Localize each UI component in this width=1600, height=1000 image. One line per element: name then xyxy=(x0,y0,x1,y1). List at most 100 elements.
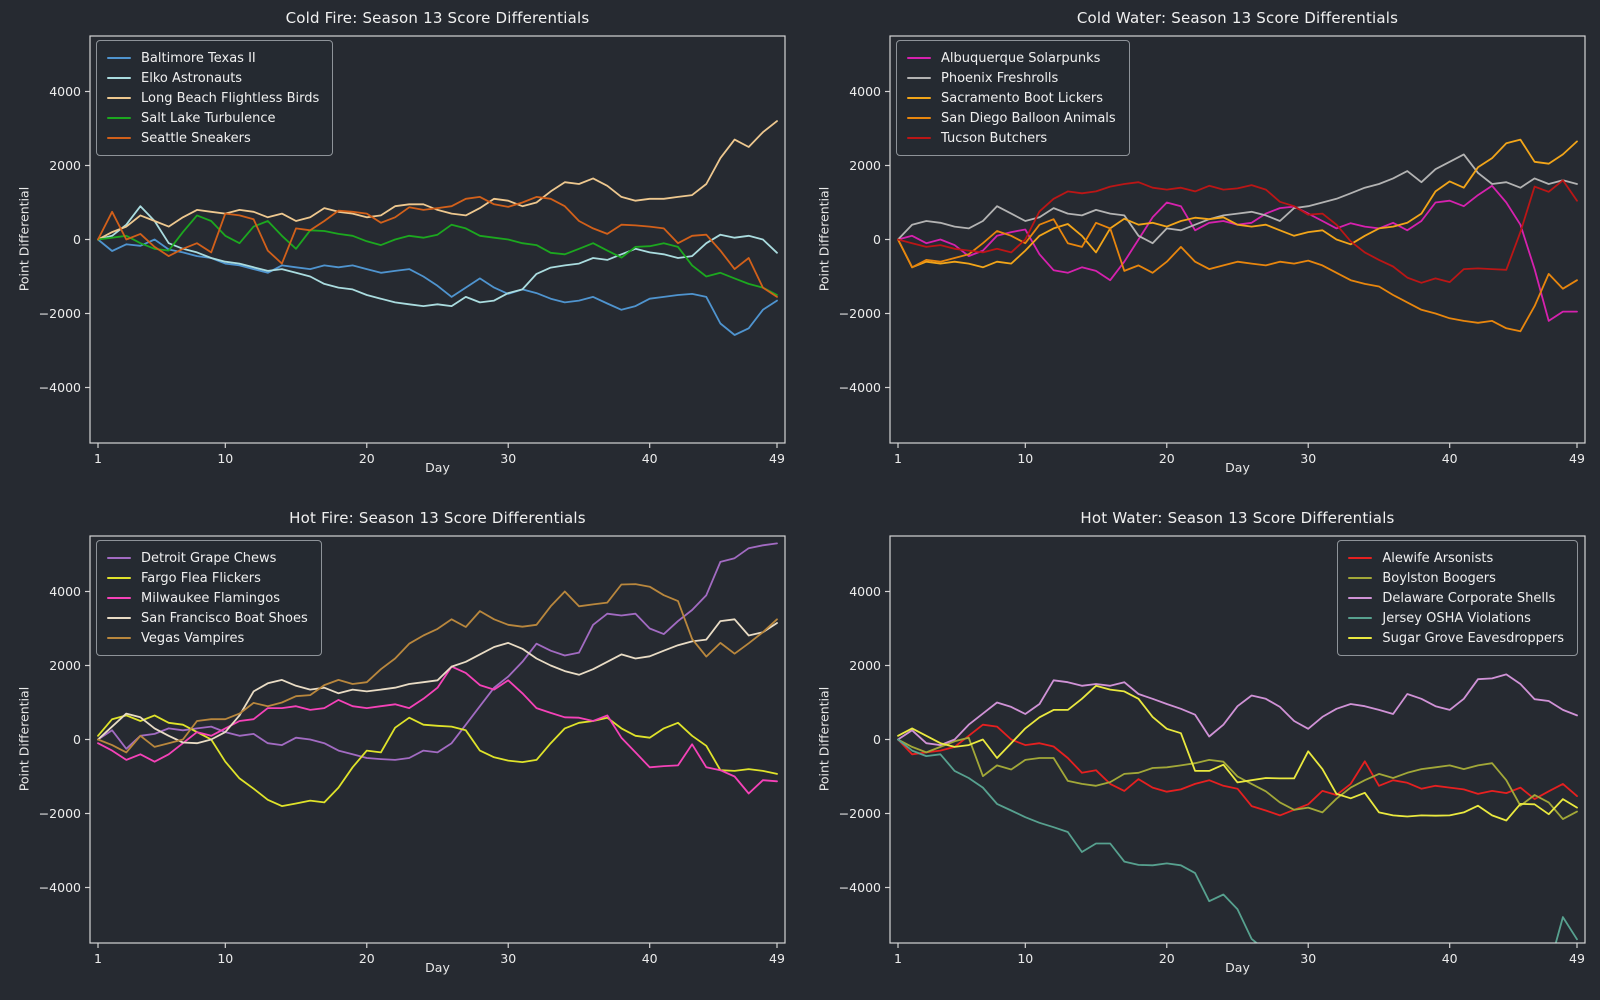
series-line xyxy=(97,542,778,761)
x-axis-label: Day xyxy=(425,960,450,975)
x-tick-label: 30 xyxy=(1300,451,1316,466)
legend-item: Alewife Arsonists xyxy=(1348,548,1564,568)
legend-item: Tucson Butchers xyxy=(907,128,1116,148)
legend-label: Sugar Grove Eavesdroppers xyxy=(1382,630,1564,646)
legend-swatch-line xyxy=(107,616,131,620)
chart-title: Cold Water: Season 13 Score Differential… xyxy=(1076,9,1399,27)
plot-area: 4000 2000 0 −2000 −4000 1 10 20 30 40 49 xyxy=(39,535,786,966)
series-line xyxy=(97,618,778,745)
legend-swatch-line xyxy=(107,56,131,60)
chart-title: Hot Fire: Season 13 Score Differentials xyxy=(289,509,586,527)
legend: Alewife Arsonists Boylston Boogers Delaw… xyxy=(1337,540,1578,656)
legend-swatch-line xyxy=(907,96,931,100)
x-axis-label: Day xyxy=(425,460,450,475)
legend-swatch-line xyxy=(107,596,131,600)
y-axis-label: Point Differential xyxy=(816,686,832,792)
series-line xyxy=(897,736,1578,821)
legend-item: Jersey OSHA Violations xyxy=(1348,608,1564,628)
legend-item: Salt Lake Turbulence xyxy=(107,108,319,128)
legend-swatch-line xyxy=(107,636,131,640)
legend-label: Delaware Corporate Shells xyxy=(1382,590,1556,606)
y-tick-label: 2000 xyxy=(49,158,81,173)
series-line xyxy=(97,583,778,754)
legend-label: Tucson Butchers xyxy=(941,130,1048,146)
series-line xyxy=(97,205,778,308)
x-tick-label: 40 xyxy=(642,451,658,466)
y-tick-label: −2000 xyxy=(39,806,81,821)
legend-item: Long Beach Flightless Birds xyxy=(107,88,319,108)
legend-swatch-line xyxy=(1348,616,1373,620)
legend-label: Seattle Sneakers xyxy=(141,130,251,146)
chart-title: Hot Water: Season 13 Score Differentials xyxy=(1080,509,1395,527)
y-axis-label: Point Differential xyxy=(16,686,32,792)
series-line xyxy=(897,138,1578,269)
legend-item: San Diego Balloon Animals xyxy=(907,108,1116,128)
legend-item: Fargo Flea Flickers xyxy=(107,568,308,588)
x-tick-label: 49 xyxy=(769,451,785,466)
legend-item: Seattle Sneakers xyxy=(107,128,319,148)
y-tick-label: 0 xyxy=(873,232,881,247)
legend-swatch-line xyxy=(107,116,131,120)
series-line xyxy=(897,738,1578,943)
x-tick-label: 10 xyxy=(217,451,233,466)
series-line xyxy=(897,684,1578,822)
legend-item: Baltimore Texas II xyxy=(107,48,319,68)
y-tick-label: 0 xyxy=(73,232,81,247)
y-tick-label: −4000 xyxy=(839,880,881,895)
legend-label: Vegas Vampires xyxy=(141,630,245,646)
legend-label: Elko Astronauts xyxy=(141,70,243,86)
series-line xyxy=(97,714,778,808)
legend: Baltimore Texas II Elko Astronauts Long … xyxy=(96,40,334,156)
legend-item: Delaware Corporate Shells xyxy=(1348,588,1564,608)
plot-border xyxy=(89,535,786,944)
x-tick-label: 1 xyxy=(894,451,902,466)
legend-item: Boylston Boogers xyxy=(1348,568,1564,588)
chart-title: Cold Fire: Season 13 Score Differentials xyxy=(285,9,590,27)
legend-label: Jersey OSHA Violations xyxy=(1382,610,1531,626)
x-tick-label: 40 xyxy=(642,951,658,966)
legend-label: Albuquerque Solarpunks xyxy=(941,50,1101,66)
legend-swatch-line xyxy=(1348,636,1373,640)
series-line xyxy=(897,184,1578,322)
legend-swatch-line xyxy=(107,576,131,580)
legend-swatch-line xyxy=(907,136,931,140)
x-tick-label: 10 xyxy=(1017,451,1033,466)
series-line xyxy=(897,723,1578,817)
legend-swatch-line xyxy=(107,556,131,560)
x-tick-label: 30 xyxy=(1300,951,1316,966)
x-tick-label: 10 xyxy=(1017,951,1033,966)
x-tick-label: 20 xyxy=(359,951,375,966)
x-tick-label: 1 xyxy=(94,951,102,966)
x-tick-label: 20 xyxy=(1159,951,1175,966)
legend-swatch-line xyxy=(907,116,931,120)
x-tick-label: 40 xyxy=(1442,951,1458,966)
y-tick-label: −2000 xyxy=(839,306,881,321)
legend-item: Vegas Vampires xyxy=(107,628,308,648)
y-tick-label: 0 xyxy=(73,732,81,747)
legend: Albuquerque Solarpunks Phoenix Freshroll… xyxy=(896,40,1130,156)
x-tick-label: 49 xyxy=(1569,951,1585,966)
legend-item: San Francisco Boat Shoes xyxy=(107,608,308,628)
legend-item: Albuquerque Solarpunks xyxy=(907,48,1116,68)
legend-swatch-line xyxy=(907,56,931,60)
series-line xyxy=(897,218,1578,333)
series-line xyxy=(97,665,778,795)
y-tick-label: 4000 xyxy=(49,584,81,599)
series-line xyxy=(897,179,1578,284)
x-axis-label: Day xyxy=(1225,460,1250,475)
legend-item: Elko Astronauts xyxy=(107,68,319,88)
legend-swatch-line xyxy=(1348,556,1373,560)
x-tick-label: 1 xyxy=(894,951,902,966)
y-tick-label: −4000 xyxy=(839,380,881,395)
legend-label: Fargo Flea Flickers xyxy=(141,570,261,586)
legend-label: San Francisco Boat Shoes xyxy=(141,610,308,626)
legend-label: Milwaukee Flamingos xyxy=(141,590,281,606)
legend-swatch-line xyxy=(107,136,131,140)
y-tick-label: 2000 xyxy=(849,158,881,173)
legend-swatch-line xyxy=(907,76,931,80)
x-tick-label: 49 xyxy=(1569,451,1585,466)
y-tick-label: 2000 xyxy=(849,658,881,673)
legend-label: Salt Lake Turbulence xyxy=(141,110,276,126)
legend-item: Phoenix Freshrolls xyxy=(907,68,1116,88)
x-tick-label: 1 xyxy=(94,451,102,466)
